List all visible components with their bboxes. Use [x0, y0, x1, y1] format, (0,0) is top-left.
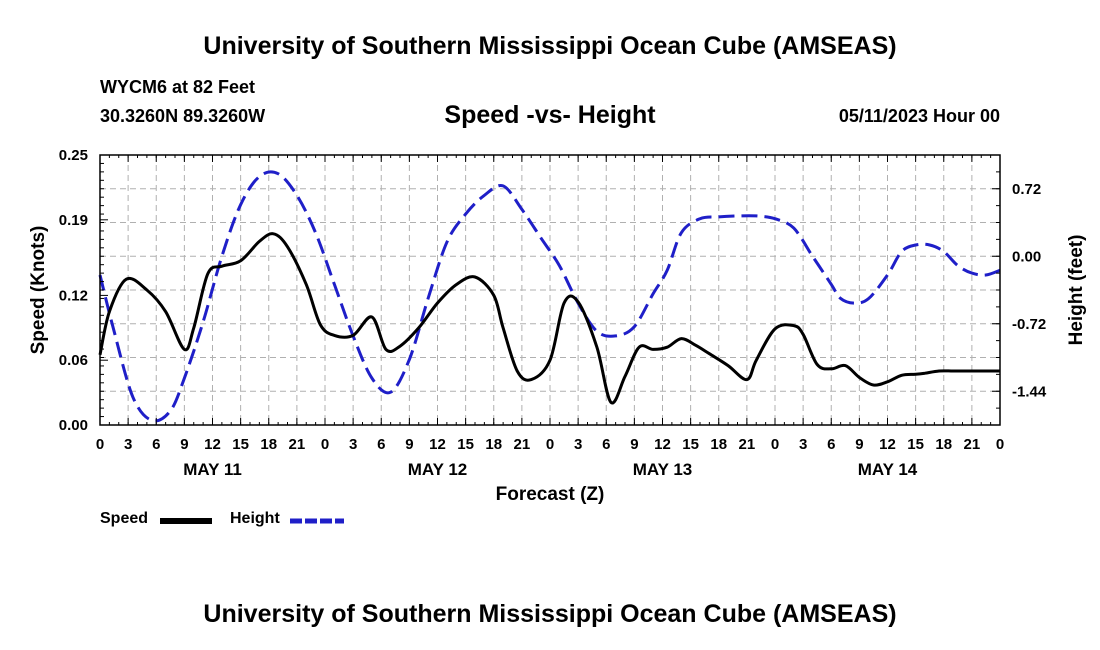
x-tick-label: 18 [935, 436, 952, 453]
y-right-tick-label: -0.72 [1012, 316, 1046, 333]
legend-height-swatch [290, 518, 344, 524]
x-tick-label: 18 [710, 436, 727, 453]
x-day-label: MAY 12 [408, 460, 468, 479]
chart-title-top: University of Southern Mississippi Ocean… [203, 32, 897, 60]
grid-lines [100, 155, 1000, 425]
series-layer [98, 170, 1001, 423]
x-tick-label: 21 [964, 436, 981, 453]
legend-height-label: Height [230, 510, 280, 527]
x-tick-label: 21 [514, 436, 531, 453]
x-tick-label: 6 [377, 436, 385, 453]
x-tick-label: 9 [180, 436, 188, 453]
y-right-tick-label: -1.44 [1012, 383, 1047, 400]
legend-speed-swatch [160, 518, 212, 524]
x-tick-label: 0 [996, 436, 1004, 453]
station-label: WYCM6 at 82 Feet [100, 77, 256, 97]
y-left-tick-label: 0.06 [59, 352, 88, 369]
y-right-axis-title: Height (feet) [1066, 235, 1087, 346]
axis-ticks [99, 154, 1001, 426]
run-time-label: 05/11/2023 Hour 00 [838, 106, 1000, 126]
y-left-axis-title: Speed (Knots) [28, 226, 49, 355]
series-line-speed [98, 232, 1000, 405]
x-day-label: MAY 11 [183, 460, 242, 479]
y-right-tick-label: 0.00 [1012, 248, 1041, 265]
x-tick-label: 18 [485, 436, 502, 453]
x-tick-label: 0 [96, 436, 104, 453]
x-tick-label: 3 [124, 436, 132, 453]
x-tick-label: 6 [152, 436, 160, 453]
y-right-tick-label: 0.72 [1012, 181, 1041, 198]
x-tick-label: 6 [827, 436, 835, 453]
x-axis-title: Forecast (Z) [496, 484, 605, 505]
y-left-tick-label: 0.12 [59, 287, 88, 304]
x-tick-label: 12 [654, 436, 671, 453]
x-tick-label: 21 [739, 436, 756, 453]
y-left-tick-label: 0.19 [59, 212, 88, 229]
x-tick-label: 15 [907, 436, 924, 453]
x-tick-label: 9 [630, 436, 638, 453]
y-left-tick-label: 0.25 [59, 147, 88, 164]
x-tick-label: 3 [574, 436, 582, 453]
y-left-tick-label: 0.00 [59, 417, 88, 434]
x-day-label: MAY 14 [858, 460, 918, 479]
x-tick-label: 0 [771, 436, 779, 453]
x-tick-label: 3 [799, 436, 807, 453]
x-tick-label: 6 [602, 436, 610, 453]
chart-title-bottom: University of Southern Mississippi Ocean… [203, 600, 897, 628]
legend-speed-label: Speed [100, 510, 149, 527]
x-tick-label: 0 [546, 436, 554, 453]
x-tick-label: 9 [855, 436, 863, 453]
x-tick-label: 12 [879, 436, 896, 453]
x-tick-label: 15 [457, 436, 474, 453]
x-tick-label: 12 [204, 436, 221, 453]
x-tick-label: 0 [321, 436, 329, 453]
chart-subtitle: Speed -vs- Height [444, 101, 656, 129]
x-day-label: MAY 13 [633, 460, 693, 479]
x-tick-label: 9 [405, 436, 413, 453]
x-tick-label: 21 [289, 436, 306, 453]
x-tick-label: 3 [349, 436, 357, 453]
x-tick-label: 15 [682, 436, 699, 453]
x-tick-label: 12 [429, 436, 446, 453]
x-tick-label: 15 [232, 436, 249, 453]
coordinates-label: 30.3260N 89.3260W [100, 106, 266, 126]
axis-labels: 0 3 6 9 12 15 18 21 0 3 6 9 12 15 18 21 0 3 6 9 12 15 18 21 0 3 6 9… [28, 147, 1087, 505]
x-tick-label: 18 [260, 436, 277, 453]
